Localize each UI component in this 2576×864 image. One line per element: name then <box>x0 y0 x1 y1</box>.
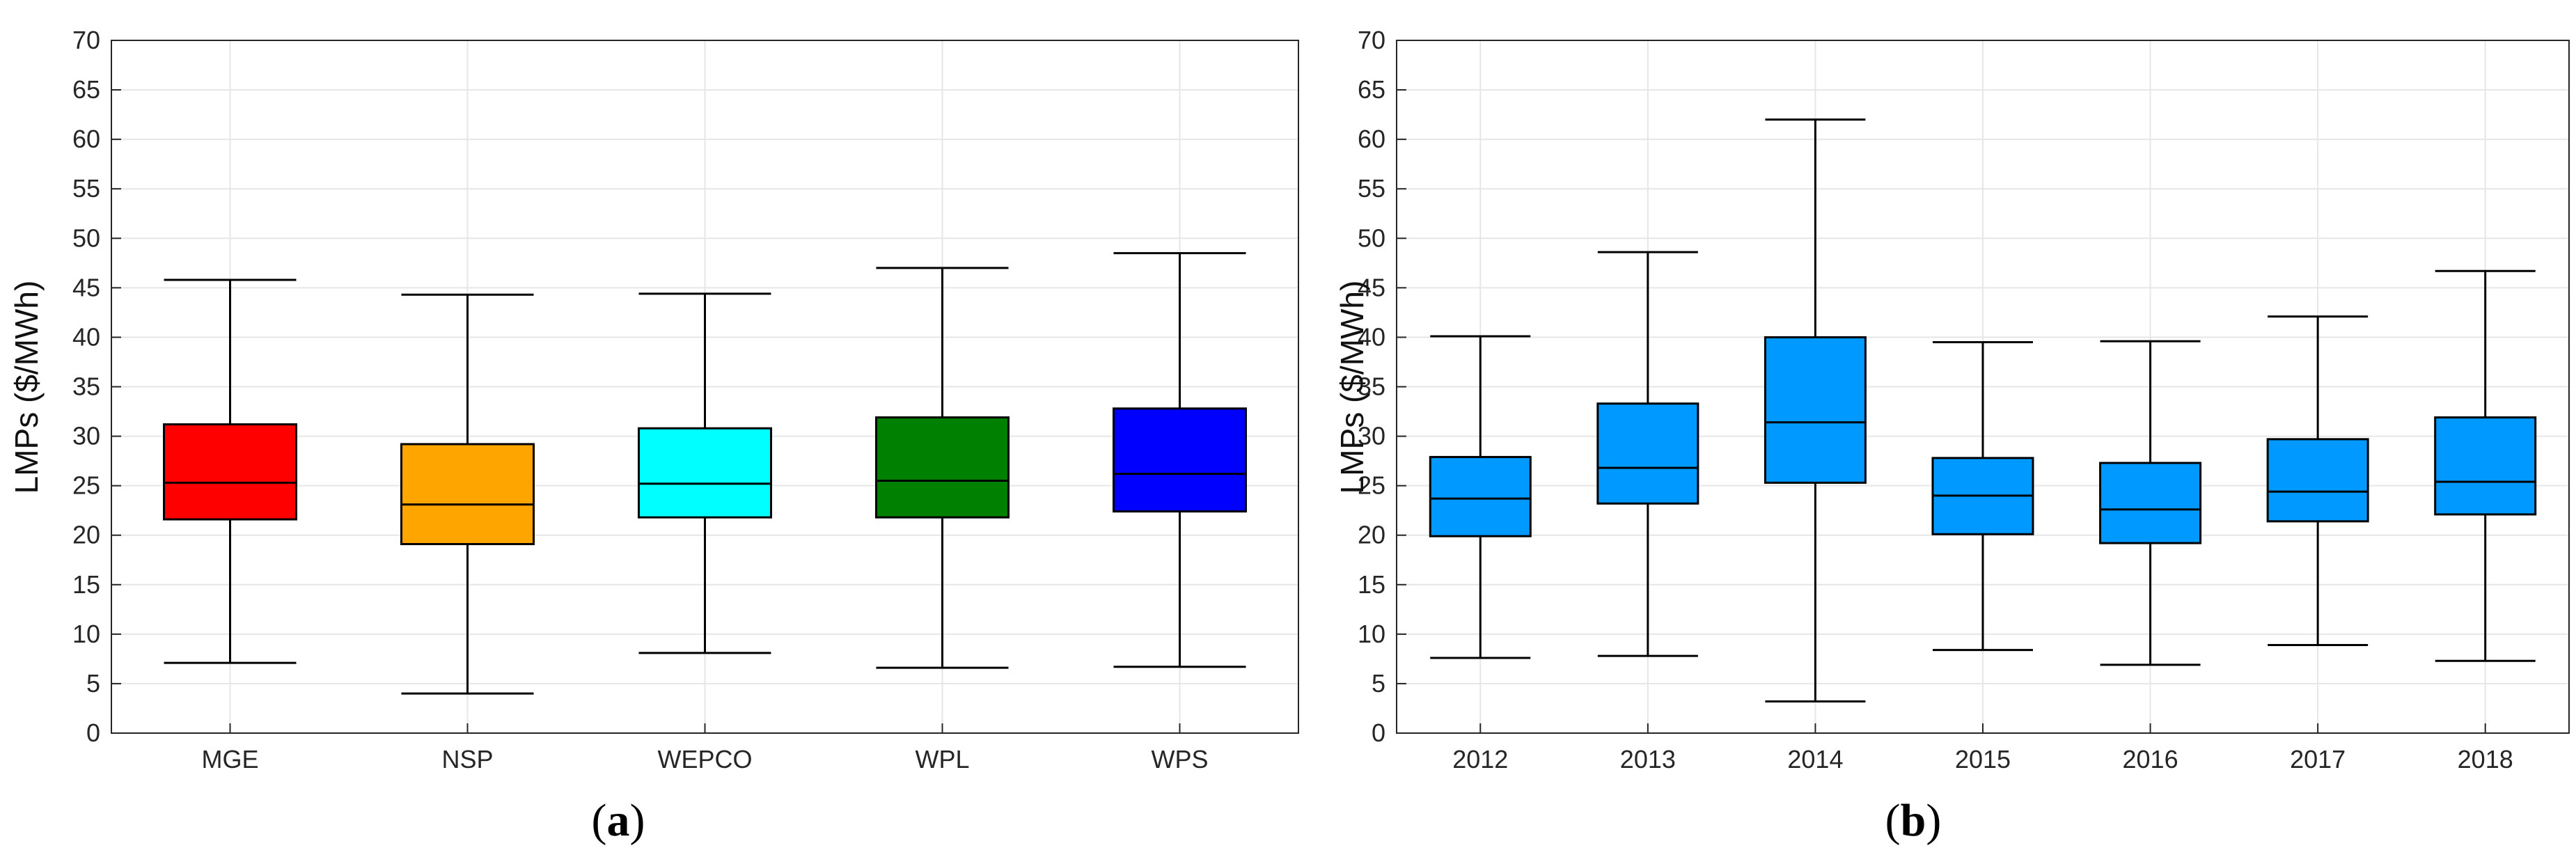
box-iqr <box>1764 336 1867 484</box>
y-tick-label: 20 <box>1358 521 1385 549</box>
panel-letter-a: a <box>607 795 630 846</box>
y-tick-label: 50 <box>1358 223 1385 252</box>
y-tick-label: 70 <box>72 26 100 54</box>
box-2014 <box>1764 118 1867 703</box>
y-tick-label: 5 <box>1372 669 1385 698</box>
y-axis-ticks-b: 0 5 10 15 20 25 30 35 40 45 50 55 60 65 70 <box>1358 26 1406 747</box>
box-iqr <box>875 416 1010 519</box>
x-tick-label: WPL <box>915 745 969 773</box>
box-MGE <box>163 278 297 664</box>
y-tick-label: 20 <box>72 521 100 549</box>
box-NSP <box>400 293 535 695</box>
x-tick-label: WPS <box>1151 745 1208 773</box>
y-axis-label-b: LMPs ($/MWh) <box>1334 281 1370 494</box>
box-2013 <box>1596 251 1699 657</box>
y-tick-label: 15 <box>72 570 100 599</box>
y-tick-label: 15 <box>1358 570 1385 599</box>
x-tick-label: 2015 <box>1955 745 2011 773</box>
box-2016 <box>2099 340 2202 666</box>
x-tick-label: WEPCO <box>657 745 752 773</box>
panel-label-b: (b) <box>1885 795 1942 846</box>
y-tick-label: 35 <box>1358 372 1385 401</box>
x-tick-label: 2017 <box>2290 745 2346 773</box>
x-tick-label: 2014 <box>1787 745 1843 773</box>
x-tick-label: MGE <box>201 745 258 773</box>
y-tick-label: 65 <box>72 75 100 104</box>
box-2018 <box>2434 269 2537 662</box>
y-tick-label: 65 <box>1358 75 1385 104</box>
y-tick-label: 45 <box>1358 273 1385 301</box>
panel-letter-b: b <box>1901 795 1926 846</box>
box-iqr <box>2099 462 2202 544</box>
x-tick-label: 2013 <box>1620 745 1676 773</box>
box-2017 <box>2266 315 2369 646</box>
box-iqr <box>1429 455 1532 537</box>
box-WEPCO <box>638 292 772 654</box>
box-iqr <box>400 443 535 546</box>
y-tick-label: 25 <box>1358 471 1385 500</box>
box-WPS <box>1113 252 1247 668</box>
y-tick-label: 10 <box>1358 620 1385 648</box>
y-tick-label: 40 <box>72 322 100 351</box>
y-tick-label: 10 <box>72 620 100 648</box>
box-iqr <box>2434 416 2537 516</box>
y-tick-label: 50 <box>72 223 100 252</box>
box-iqr <box>163 423 297 521</box>
y-tick-label: 0 <box>1372 718 1385 747</box>
y-tick-label: 70 <box>1358 26 1385 54</box>
x-tick-label: 2016 <box>2123 745 2178 773</box>
y-tick-label: 0 <box>86 718 100 747</box>
x-axis-ticks-a: MGE NSP WEPCO WPL WPS <box>201 723 1209 773</box>
box-iqr <box>1596 402 1699 505</box>
y-tick-label: 55 <box>72 174 100 203</box>
y-tick-label: 25 <box>72 471 100 500</box>
x-axis-ticks-b: 2012 2013 2014 2015 2016 2017 2018 <box>1452 723 2513 773</box>
y-tick-label: 30 <box>72 422 100 450</box>
box-iqr <box>1113 407 1247 513</box>
box-WPL <box>875 267 1010 669</box>
y-axis-label-a: LMPs ($/MWh) <box>8 281 45 494</box>
panel-label-a: (a) <box>592 795 645 846</box>
y-tick-label: 55 <box>1358 174 1385 203</box>
y-tick-label: 30 <box>1358 422 1385 450</box>
y-tick-label: 35 <box>72 372 100 401</box>
x-tick-label: 2018 <box>2458 745 2513 773</box>
boxes-a <box>163 252 1247 695</box>
y-axis-ticks-a: 0 5 10 15 20 25 30 35 40 45 50 55 60 65 70 <box>72 26 121 747</box>
y-tick-label: 5 <box>86 669 100 698</box>
y-tick-label: 45 <box>72 273 100 301</box>
box-2012 <box>1429 335 1532 659</box>
x-tick-label: NSP <box>441 745 493 773</box>
box-iqr <box>2266 438 2369 523</box>
y-tick-label: 60 <box>72 125 100 153</box>
y-tick-label: 60 <box>1358 125 1385 153</box>
chart-panel-a: 0 5 10 15 20 25 30 35 40 45 50 55 60 65 70 MGE NSP WEPCO… <box>8 26 1299 846</box>
x-tick-label: 2012 <box>1452 745 1508 773</box>
box-2015 <box>1931 341 2034 652</box>
box-iqr <box>638 427 772 519</box>
boxes-b <box>1429 118 2537 703</box>
y-tick-label: 40 <box>1358 322 1385 351</box>
